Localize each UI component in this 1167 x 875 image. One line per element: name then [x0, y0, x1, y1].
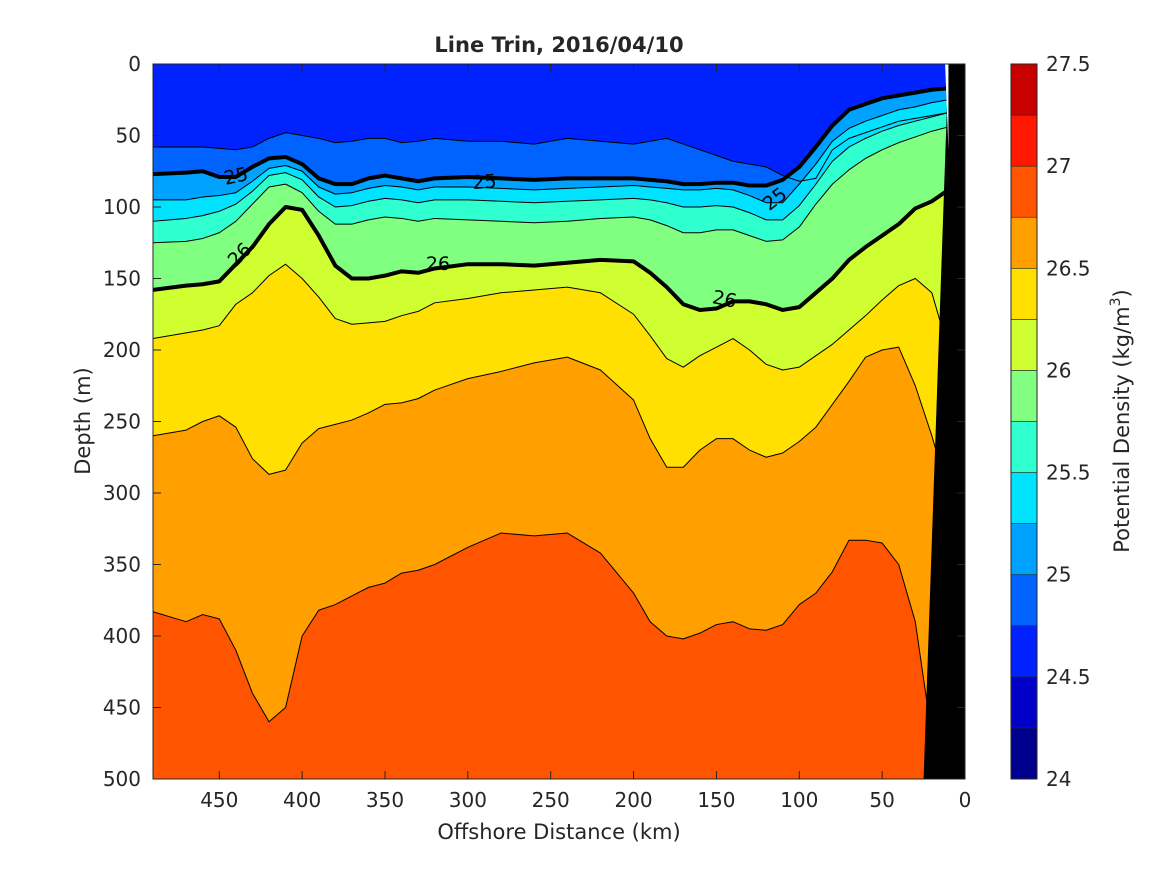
x-tick-label: 350: [366, 788, 404, 812]
isopycnal-line: [153, 86, 949, 188]
contour-label: 25: [472, 170, 498, 194]
colorbar-swatch: [1010, 370, 1038, 422]
y-tick-label: 450: [103, 696, 141, 720]
x-tick-label: 150: [697, 788, 735, 812]
y-tick-label: 0: [128, 52, 141, 76]
y-tick-label: 400: [103, 624, 141, 648]
colorbar-tick-label: 26.5: [1046, 256, 1091, 280]
contour-label: 26: [710, 286, 738, 313]
colorbar-swatch: [1010, 63, 1038, 116]
ocean-bottom-shape: [923, 64, 965, 779]
colorbar-label: Potential Density (kg/m3): [1108, 289, 1134, 553]
y-axis-label: Depth (m): [71, 367, 95, 474]
colorbar-swatch: [1010, 267, 1038, 320]
x-tick-label: 300: [449, 788, 487, 812]
colorbar-tick-label: 25.5: [1046, 461, 1091, 485]
contour-label-text: 26: [426, 253, 450, 275]
colorbar-swatch: [1010, 165, 1038, 218]
y-tick-label: 100: [103, 195, 141, 219]
contour-label: 25: [222, 163, 250, 190]
isopycnal-line: [153, 112, 949, 222]
colorbar-label-close: ): [1110, 289, 1134, 297]
colorbar-swatch: [1010, 472, 1038, 524]
colorbar-tick-label: 24: [1046, 767, 1071, 791]
colorbar-label-sup: 3: [1108, 297, 1124, 306]
isopycnal-line: [153, 112, 949, 182]
x-tick-label: 50: [869, 788, 894, 812]
y-tick-label: 150: [103, 267, 141, 291]
x-tick-label: 100: [780, 788, 818, 812]
y-tick-label: 350: [103, 553, 141, 577]
y-axis: 0 50 100 150 200 250 300 350 400 450 500: [103, 52, 965, 791]
y-tick-label: 500: [103, 767, 141, 791]
isopycnal-line: [153, 188, 950, 312]
isopycnal-line: [153, 126, 949, 244]
x-axis: 450 400 350 300 250 200 150 100 50 0: [200, 64, 971, 812]
isopycnal-line: [153, 346, 949, 494]
y-tick-label: 200: [103, 338, 141, 362]
contour-fills: [153, 64, 965, 779]
x-tick-label: 0: [959, 788, 972, 812]
colorbar-swatch: [1010, 523, 1038, 576]
colorbar-tick-label: 26: [1046, 358, 1071, 382]
colorbar-swatch: [1010, 625, 1038, 678]
colorbar-tick-label: 25: [1046, 563, 1071, 587]
colorbar-swatch: [1010, 114, 1038, 167]
colorbar-swatch: [1010, 319, 1038, 371]
colorbar: 24 24.5 25 25.5 26 26.5 27 27.5: [1010, 52, 1091, 791]
y-tick-label: 300: [103, 481, 141, 505]
x-tick-label: 250: [532, 788, 570, 812]
x-tick-label: 450: [200, 788, 238, 812]
colorbar-tick-label: 27.5: [1046, 52, 1091, 76]
isopycnal-line: [153, 263, 949, 371]
isopycnal-line: [153, 532, 949, 779]
colorbar-tick-label: 24.5: [1046, 665, 1091, 689]
band-fill: [153, 533, 949, 779]
y-tick-label: 250: [103, 410, 141, 434]
x-axis-label: Offshore Distance (km): [437, 820, 680, 844]
no-data-gap: [945, 64, 949, 150]
x-tick-label: 400: [283, 788, 321, 812]
contour-label-text: 25: [472, 170, 498, 194]
isopycnal-line: [153, 99, 949, 204]
x-tick-label: 200: [614, 788, 652, 812]
colorbar-swatch: [1010, 727, 1038, 780]
chart-title: Line Trin, 2016/04/10: [434, 33, 683, 57]
contour-label: 26: [426, 253, 450, 275]
colorbar-swatch: [1010, 216, 1038, 269]
colorbar-label-main: Potential Density (kg/m: [1110, 306, 1134, 552]
contour-label-text: 25: [222, 163, 250, 190]
colorbar-tick-label: 27: [1046, 154, 1071, 178]
colorbar-swatch: [1010, 421, 1038, 473]
y-tick-label: 50: [116, 124, 141, 148]
colorbar-swatch: [1010, 574, 1038, 627]
colorbar-swatch: [1010, 676, 1038, 729]
contour-label-text: 26: [710, 286, 738, 313]
ocean-bottom: [923, 64, 965, 779]
colorbar-frame: [1010, 63, 1038, 780]
contour-lines: [153, 86, 950, 779]
